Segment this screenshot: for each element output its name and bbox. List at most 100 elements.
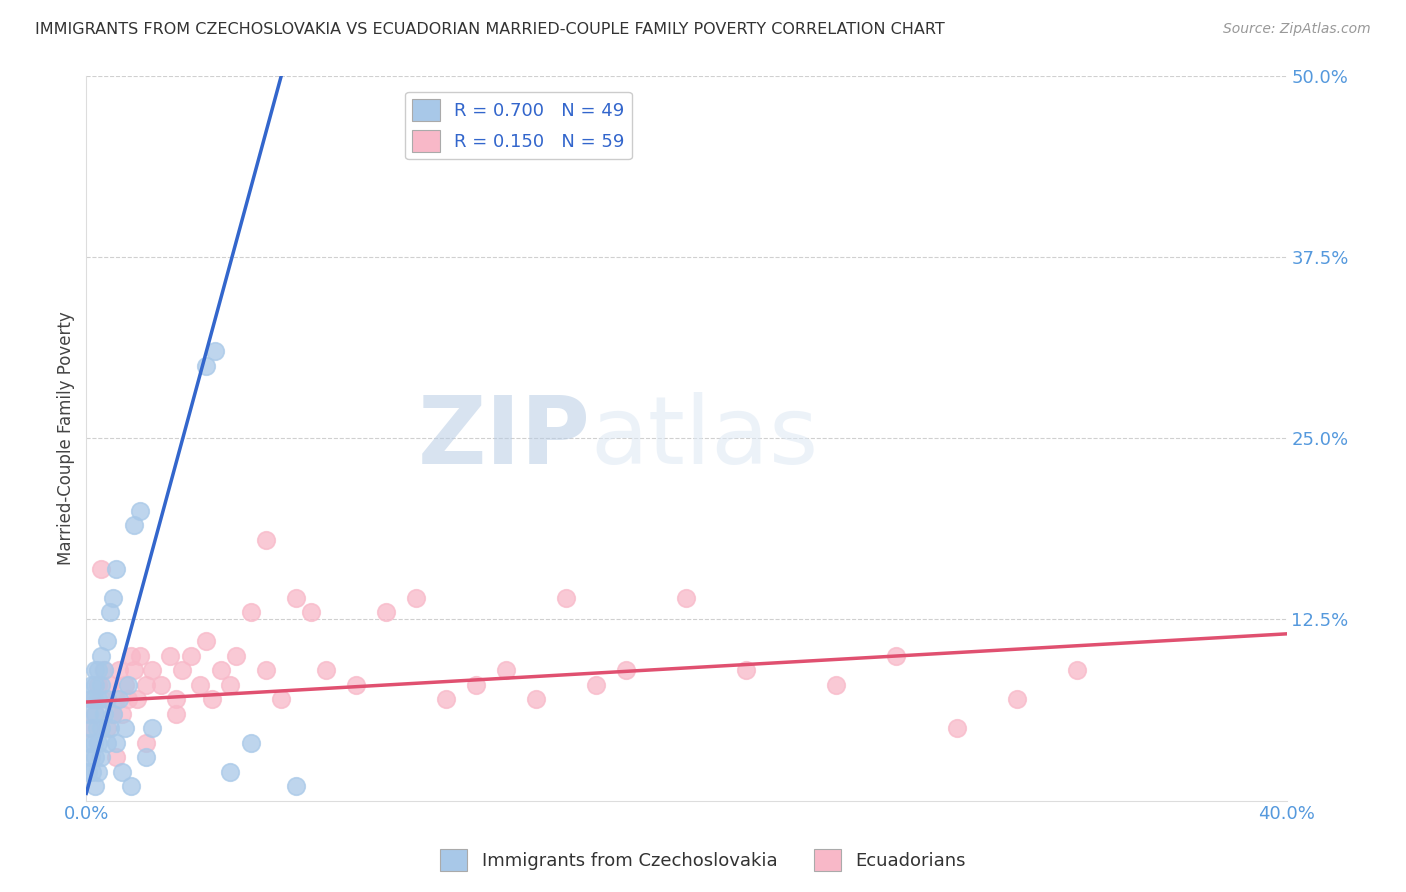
Point <box>129 648 152 663</box>
Point <box>299 605 322 619</box>
Point <box>105 750 128 764</box>
Point <box>120 648 142 663</box>
Point <box>83 692 105 706</box>
Point <box>84 750 107 764</box>
Point <box>90 677 112 691</box>
Point <box>209 663 232 677</box>
Point <box>114 721 136 735</box>
Point <box>201 692 224 706</box>
Point <box>675 591 697 605</box>
Point <box>825 677 848 691</box>
Point <box>240 736 263 750</box>
Point <box>82 721 104 735</box>
Point <box>82 677 104 691</box>
Point <box>585 677 607 691</box>
Point <box>76 764 98 779</box>
Point <box>1066 663 1088 677</box>
Point <box>87 692 110 706</box>
Point <box>219 764 242 779</box>
Point <box>93 663 115 677</box>
Point <box>79 736 101 750</box>
Point <box>105 692 128 706</box>
Point <box>87 677 110 691</box>
Point <box>135 750 157 764</box>
Point <box>434 692 457 706</box>
Point <box>315 663 337 677</box>
Point <box>465 677 488 691</box>
Point <box>1005 692 1028 706</box>
Point <box>87 663 110 677</box>
Point <box>141 663 163 677</box>
Point <box>254 533 277 547</box>
Point <box>90 561 112 575</box>
Point <box>79 721 101 735</box>
Point <box>225 648 247 663</box>
Point <box>124 518 146 533</box>
Text: IMMIGRANTS FROM CZECHOSLOVAKIA VS ECUADORIAN MARRIED-COUPLE FAMILY POVERTY CORRE: IMMIGRANTS FROM CZECHOSLOVAKIA VS ECUADO… <box>35 22 945 37</box>
Point <box>129 503 152 517</box>
Point <box>103 591 125 605</box>
Point <box>80 692 103 706</box>
Point <box>254 663 277 677</box>
Point <box>90 648 112 663</box>
Point <box>555 591 578 605</box>
Point <box>90 750 112 764</box>
Point <box>219 677 242 691</box>
Point <box>108 663 131 677</box>
Point <box>84 706 107 721</box>
Point <box>344 677 367 691</box>
Point <box>80 750 103 764</box>
Point <box>120 779 142 793</box>
Point <box>83 736 105 750</box>
Point <box>87 764 110 779</box>
Point <box>82 692 104 706</box>
Point <box>117 677 139 691</box>
Point <box>172 663 194 677</box>
Point <box>240 605 263 619</box>
Point <box>159 648 181 663</box>
Text: atlas: atlas <box>591 392 818 484</box>
Point <box>114 677 136 691</box>
Point <box>105 561 128 575</box>
Point <box>375 605 398 619</box>
Point <box>84 677 107 691</box>
Point <box>96 692 118 706</box>
Point <box>270 692 292 706</box>
Point <box>111 764 134 779</box>
Point <box>82 764 104 779</box>
Point <box>204 344 226 359</box>
Point <box>135 736 157 750</box>
Point <box>495 663 517 677</box>
Point <box>90 692 112 706</box>
Point <box>127 692 149 706</box>
Point <box>616 663 638 677</box>
Point <box>93 706 115 721</box>
Point <box>165 692 187 706</box>
Legend: R = 0.700   N = 49, R = 0.150   N = 59: R = 0.700 N = 49, R = 0.150 N = 59 <box>405 92 631 160</box>
Point <box>84 706 107 721</box>
Point <box>188 677 211 691</box>
Point <box>285 591 308 605</box>
Point <box>405 591 427 605</box>
Point <box>180 648 202 663</box>
Legend: Immigrants from Czechoslovakia, Ecuadorians: Immigrants from Czechoslovakia, Ecuadori… <box>433 842 973 879</box>
Point <box>87 736 110 750</box>
Point <box>111 706 134 721</box>
Point <box>98 721 121 735</box>
Point <box>141 721 163 735</box>
Point <box>165 706 187 721</box>
Point <box>945 721 967 735</box>
Point <box>79 706 101 721</box>
Point <box>96 634 118 648</box>
Point <box>124 663 146 677</box>
Point <box>103 706 125 721</box>
Point <box>105 736 128 750</box>
Point <box>98 677 121 691</box>
Point <box>93 663 115 677</box>
Point <box>135 677 157 691</box>
Point <box>285 779 308 793</box>
Point <box>96 736 118 750</box>
Point <box>195 359 218 373</box>
Point <box>103 706 125 721</box>
Point <box>195 634 218 648</box>
